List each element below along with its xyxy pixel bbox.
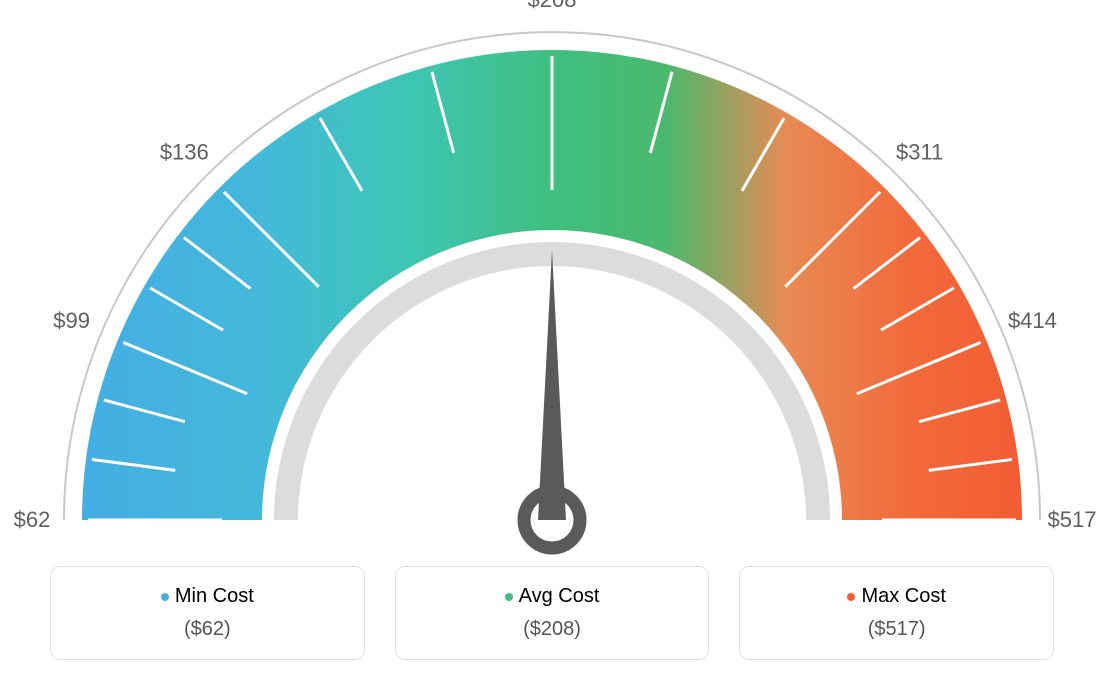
dot-max	[847, 593, 855, 601]
legend-max-value: ($517)	[750, 618, 1043, 641]
legend-avg-title: Avg Cost	[406, 585, 699, 608]
legend-min: Min Cost ($62)	[50, 566, 365, 660]
legend-min-title: Min Cost	[61, 585, 354, 608]
dot-min	[161, 593, 169, 601]
legend-min-label: Min Cost	[175, 585, 254, 607]
svg-text:$136: $136	[160, 139, 209, 164]
legend-max: Max Cost ($517)	[739, 566, 1054, 660]
legend-min-value: ($62)	[61, 618, 354, 641]
legend-max-title: Max Cost	[750, 585, 1043, 608]
dot-avg	[505, 593, 513, 601]
svg-text:$99: $99	[53, 308, 90, 333]
legend-avg-label: Avg Cost	[519, 585, 600, 607]
legend-avg-value: ($208)	[406, 618, 699, 641]
cost-gauge-widget: $62 $99 $136 $208 $311 $414 $517 Min Cost ($62…	[0, 0, 1104, 690]
legend-row: Min Cost ($62) Avg Cost ($208) Max Cost …	[50, 566, 1054, 660]
gauge-chart: $62 $99 $136 $208 $311 $414 $517	[0, 0, 1104, 560]
legend-max-label: Max Cost	[861, 585, 945, 607]
svg-text:$62: $62	[14, 507, 51, 532]
svg-text:$208: $208	[528, 0, 577, 12]
svg-text:$311: $311	[896, 139, 943, 164]
svg-text:$517: $517	[1048, 507, 1097, 532]
svg-text:$414: $414	[1008, 308, 1057, 333]
legend-avg: Avg Cost ($208)	[395, 566, 710, 660]
